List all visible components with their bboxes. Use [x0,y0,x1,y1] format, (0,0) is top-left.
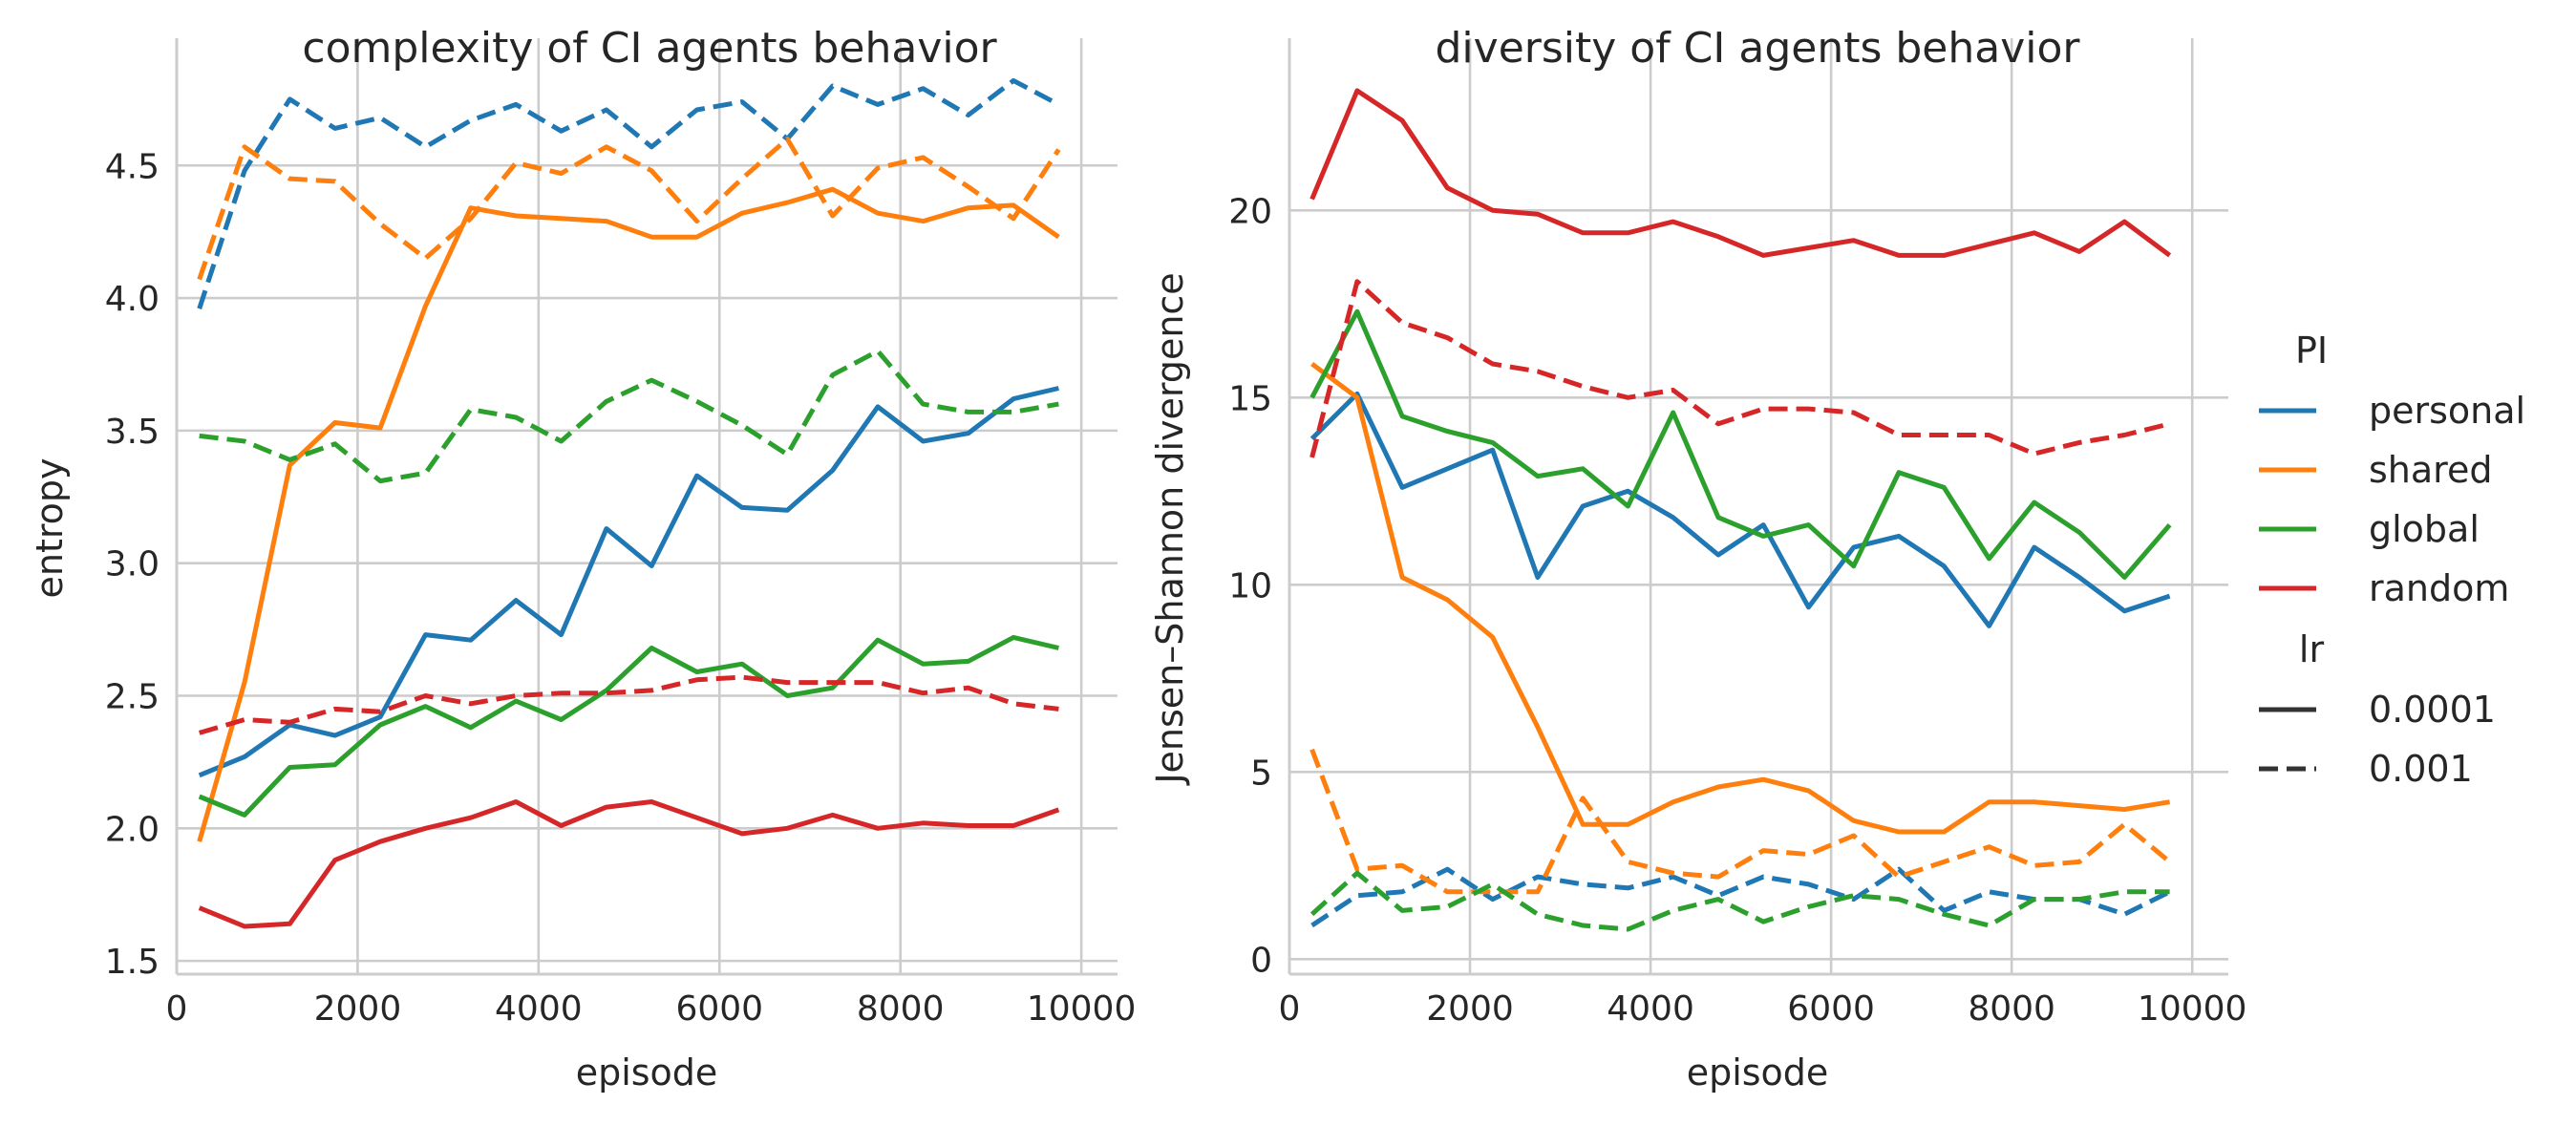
legend-title-pi: PI [2295,329,2328,372]
x-tick-label: 10000 [2138,989,2247,1029]
x-tick-label: 2000 [314,989,402,1029]
y-tick-label: 4.5 [105,147,160,186]
legend-hue-entries: personal shared global random [2259,390,2525,609]
legend-label-shared: shared [2369,449,2492,491]
series-line-complexity-global-lr-0_001 [199,349,1059,484]
legend-style-entries: 0.0001 0.001 [2259,689,2496,790]
series-line-diversity-shared-lr-0_0001 [1310,361,2171,835]
x-tick-label: 2000 [1426,989,1514,1029]
x-tick-label: 0 [1279,989,1301,1029]
y-tick-label: 15 [1228,379,1272,418]
legend-label-random: random [2369,567,2509,609]
series-line-diversity-random-lr-0_0001 [1309,88,2172,258]
plot-complexity: 0 2000 4000 6000 8000 10000 1.5 2.0 2.5 3.0 3.5 4.0… [29,24,1136,1094]
y-axis-label-diversity: Jensen–Shannon divergence [1149,272,1191,785]
x-tick-label: 4000 [1607,989,1694,1029]
spines-diversity [1288,38,2228,976]
chart-title-diversity: diversity of CI agents behavior [1436,24,2081,73]
x-tick-label: 10000 [1027,989,1137,1029]
y-tick-label: 2.5 [105,677,160,716]
y-tick-label: 1.5 [105,943,160,982]
x-tick-label: 8000 [1968,989,2055,1029]
series-line-complexity-shared-lr-0_001 [197,137,1061,281]
series-line-complexity-random-lr-0_0001 [198,799,1060,929]
plot-diversity: 0 2000 4000 6000 8000 10000 0 5 10 15 20 diversity… [1149,24,2246,1094]
x-axis-label-complexity: episode [576,1052,718,1094]
series-line-diversity-shared-lr-0_001 [1309,748,2172,895]
series-line-complexity-personal-lr-0_001 [197,77,1060,309]
x-tick-label: 6000 [675,989,763,1029]
x-tick-label: 6000 [1787,989,1875,1029]
grid-diversity [1288,38,2228,974]
y-tick-label: 10 [1228,566,1272,605]
series-line-complexity-global-lr-0_0001 [198,634,1059,818]
series-line-diversity-random-lr-0_001 [1309,279,2171,458]
y-tick-label: 3.5 [105,413,160,452]
series-line-complexity-random-lr-0_001 [198,674,1059,735]
y-tick-label: 2.0 [105,810,160,849]
series-line-complexity-shared-lr-0_0001 [197,186,1060,842]
legend-title-lr: lr [2299,628,2325,670]
legend-label-global: global [2369,508,2480,550]
x-tick-label: 8000 [857,989,945,1029]
legend-label-lr: 0.001 [2369,748,2473,790]
series-line-diversity-personal-lr-0_001 [1310,866,2171,928]
y-tick-label: 5 [1250,754,1272,793]
grid-complexity [175,38,1118,974]
y-tick-label: 3.0 [105,545,160,584]
y-axis-label-complexity: entropy [29,457,71,598]
series-lines-complexity [197,77,1061,929]
series-line-complexity-personal-lr-0_0001 [198,386,1059,778]
series-lines-diversity [1309,88,2172,932]
y-tick-label: 0 [1250,941,1272,980]
x-tick-label: 4000 [495,989,583,1029]
spines-complexity [175,38,1118,976]
x-tick-label: 0 [166,989,188,1029]
chart-title-complexity: complexity of CI agents behavior [302,24,997,73]
series-line-diversity-personal-lr-0_0001 [1309,391,2171,628]
series-line-diversity-global-lr-0_001 [1309,870,2170,932]
legend-label-personal: personal [2369,390,2525,432]
series-line-diversity-global-lr-0_0001 [1309,308,2172,580]
x-axis-label-diversity: episode [1687,1052,1829,1094]
legend-label-lr: 0.0001 [2369,689,2496,731]
y-tick-label: 4.0 [105,280,160,319]
y-tick-label: 20 [1228,192,1272,231]
tick-labels-diversity: 0 2000 4000 6000 8000 10000 0 5 10 15 20 [1228,192,2246,1029]
tick-labels-complexity: 0 2000 4000 6000 8000 10000 1.5 2.0 2.5 3.0 3.5 4.0… [105,147,1137,1029]
